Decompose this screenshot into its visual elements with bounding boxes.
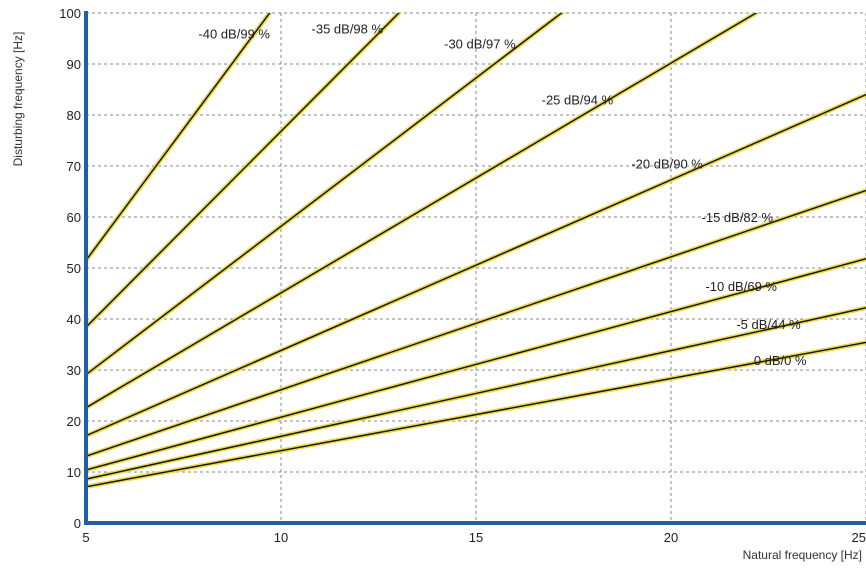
series-line-1 [86, 307, 866, 480]
series-label-5: -25 dB/94 % [542, 93, 614, 108]
series-line-0 [86, 341, 866, 488]
grid [86, 12, 866, 523]
y-tick-label: 0 [74, 516, 81, 531]
x-tick-label: 5 [82, 530, 89, 545]
y-tick-label: 10 [67, 465, 81, 480]
y-tick-label: 30 [67, 363, 81, 378]
y-tick-label: 90 [67, 57, 81, 72]
y-tick-label: 60 [67, 210, 81, 225]
tick-labels: 0 10 20 30 40 50 60 70 80 90 100 5 10 15 20 25 [59, 6, 866, 545]
y-tick-label: 70 [67, 159, 81, 174]
series-label-4: -20 dB/90 % [631, 156, 703, 171]
series-label-7: -35 dB/98 % [312, 21, 384, 36]
series-line-7 [86, 13, 400, 328]
series-label-1: -5 dB/44 % [736, 317, 801, 332]
y-tick-label: 40 [67, 312, 81, 327]
axes [84, 11, 866, 525]
y-axis-title: Disturbing frequency [Hz] [11, 32, 25, 167]
y-tick-label: 80 [67, 108, 81, 123]
series-line-4 [86, 93, 866, 437]
series-label-2: -10 dB/69 % [705, 279, 777, 294]
y-tick-label: 50 [67, 261, 81, 276]
x-axis-title: Natural frequency [Hz] [743, 548, 862, 562]
y-tick-label: 20 [67, 414, 81, 429]
series-label-0: 0 dB/0 % [754, 353, 807, 368]
series-line-5 [86, 13, 758, 409]
y-tick-label: 100 [59, 6, 81, 21]
x-tick-label: 20 [664, 530, 678, 545]
series-label-3: -15 dB/82 % [702, 210, 774, 225]
series-line-3 [86, 189, 866, 457]
x-tick-label: 10 [274, 530, 288, 545]
isolation-lines [86, 13, 866, 490]
series-line-8 [86, 13, 271, 262]
series-label-8: -40 dB/99 % [198, 26, 270, 41]
x-tick-label: 15 [469, 530, 483, 545]
series-line-2 [86, 258, 866, 471]
series-line-6 [86, 13, 563, 376]
x-tick-label: 25 [852, 530, 866, 545]
series-label-6: -30 dB/97 % [444, 37, 516, 52]
curve-labels: 0 dB/0 % -5 dB/44 % -10 dB/69 % -15 dB/82 %… [198, 21, 807, 368]
